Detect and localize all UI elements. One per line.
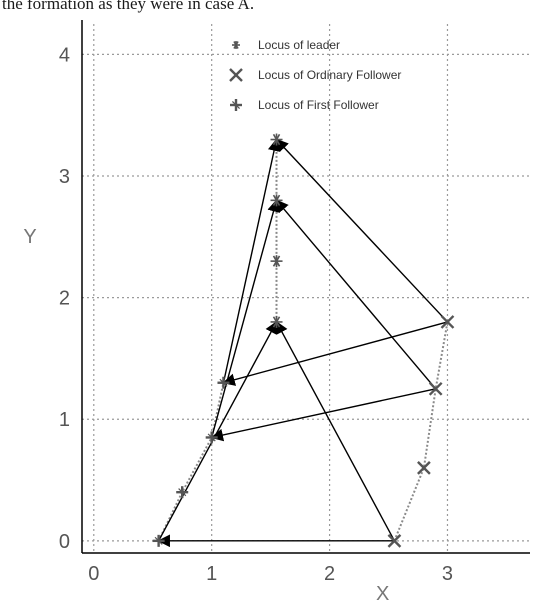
tick-labels: 0 1 2 3 0 1 2 3 4 bbox=[59, 44, 453, 585]
x-tick-label: 1 bbox=[206, 563, 217, 585]
formation-arrow bbox=[211, 199, 280, 438]
formation-arrow bbox=[275, 199, 437, 390]
grid-lines bbox=[82, 24, 530, 553]
plus-marker bbox=[217, 376, 230, 389]
star-marker bbox=[270, 315, 283, 328]
locus-markers bbox=[152, 133, 455, 548]
x-marker bbox=[417, 461, 431, 475]
y-tick-label: 1 bbox=[59, 409, 70, 431]
legend-entry-label: Locus of leader bbox=[258, 38, 340, 52]
x-axis-label: X bbox=[376, 583, 389, 604]
formation-arrow bbox=[210, 388, 436, 442]
formation-arrow bbox=[222, 138, 281, 383]
x-marker bbox=[440, 315, 455, 329]
legend-x-marker bbox=[229, 68, 243, 82]
y-tick-label: 0 bbox=[59, 531, 70, 553]
plus-marker bbox=[205, 431, 218, 444]
plus-marker bbox=[152, 534, 165, 547]
star-marker bbox=[270, 255, 283, 268]
x-marker bbox=[428, 381, 443, 396]
star-marker bbox=[270, 194, 283, 207]
legend: Locus of leader Locus of Ordinary Followe… bbox=[229, 38, 401, 112]
star-marker bbox=[270, 133, 283, 146]
formation-arrow bbox=[158, 320, 278, 542]
locus-traces bbox=[157, 139, 449, 542]
formation-arrows bbox=[157, 138, 448, 548]
x-tick-label: 3 bbox=[442, 563, 453, 585]
legend-plus-marker bbox=[230, 99, 242, 111]
y-tick-label: 4 bbox=[59, 44, 70, 66]
formation-arrow bbox=[275, 320, 396, 542]
figure-caption: the formation as they were in case A. bbox=[2, 0, 255, 13]
y-tick-label: 2 bbox=[59, 288, 70, 310]
locus-trace bbox=[393, 321, 449, 542]
legend-entry-label: Locus of Ordinary Follower bbox=[258, 68, 401, 82]
x-tick-label: 0 bbox=[88, 563, 99, 585]
formation-arrow bbox=[275, 138, 448, 323]
x-tick-label: 2 bbox=[324, 563, 335, 585]
plus-marker bbox=[176, 486, 189, 499]
legend-star-marker bbox=[232, 41, 240, 49]
y-axis-label: Y bbox=[23, 226, 36, 248]
axes bbox=[81, 20, 530, 554]
locus-trace bbox=[157, 382, 225, 542]
formation-arrow bbox=[222, 321, 448, 386]
x-marker bbox=[387, 533, 402, 548]
legend-entry-label: Locus of First Follower bbox=[258, 98, 379, 112]
y-tick-label: 3 bbox=[59, 166, 70, 188]
